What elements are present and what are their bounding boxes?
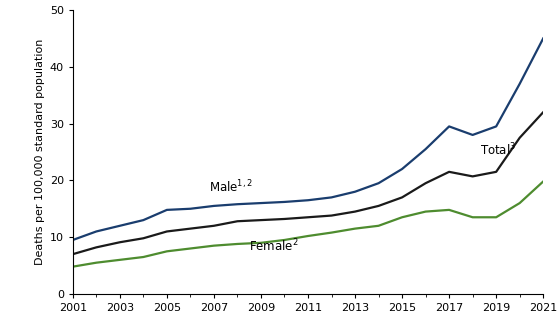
Text: Female$^{2}$: Female$^{2}$ — [249, 237, 299, 254]
Text: Total$^{3}$: Total$^{3}$ — [480, 142, 516, 159]
Text: Male$^{1,2}$: Male$^{1,2}$ — [209, 179, 253, 196]
Y-axis label: Deaths per 100,000 standard population: Deaths per 100,000 standard population — [35, 39, 45, 265]
